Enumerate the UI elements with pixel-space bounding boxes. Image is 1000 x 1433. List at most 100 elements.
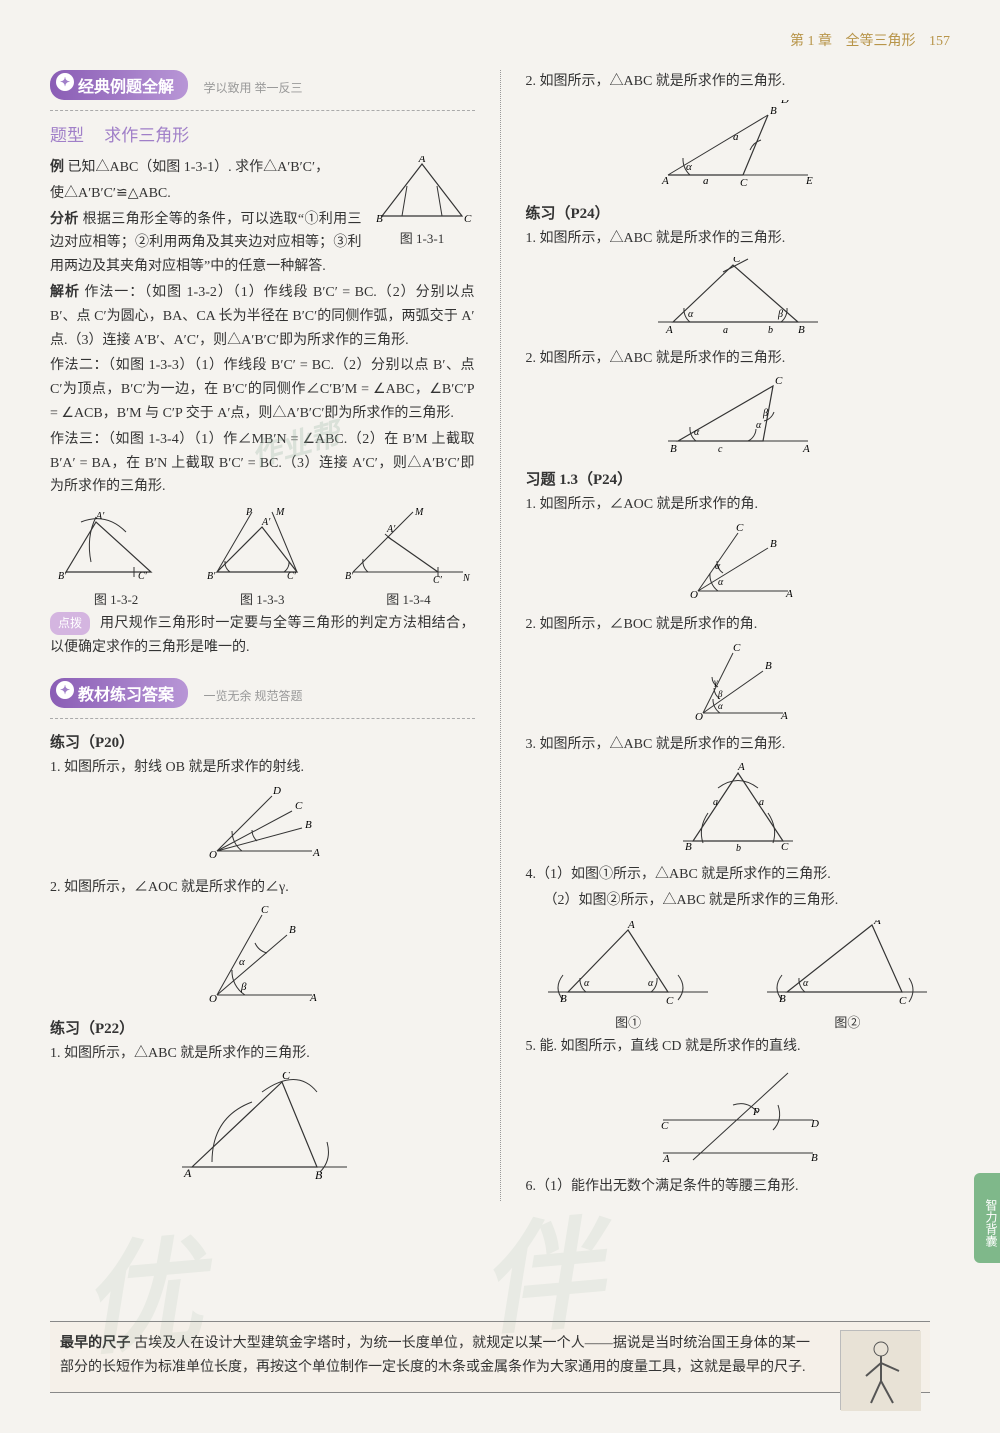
svg-text:β: β [777, 309, 783, 320]
svg-text:b: b [736, 843, 741, 853]
fig-caption: 图 1-3-1 [370, 228, 475, 247]
p24b-fig5: C D A B P [526, 1065, 951, 1165]
svg-text:B: B [315, 1168, 323, 1182]
p20-header: 练习（P20） [50, 731, 475, 752]
p20-fig1: O A C B D [50, 786, 475, 866]
p24b-q4a: 4.（1）如图①所示，△ABC 就是所求作的三角形. [526, 863, 951, 887]
page-header: 第 1 章 全等三角形 157 [50, 30, 950, 50]
svg-text:C′: C′ [287, 571, 297, 582]
badge-icon: ✦ [56, 73, 74, 91]
svg-text:B: B [779, 993, 786, 1005]
topic-text: 求作三角形 [104, 126, 189, 145]
badge-subtitle: 学以致用 举一反三 [204, 79, 303, 96]
svg-text:A: A [873, 920, 881, 927]
chapter-label: 第 1 章 [790, 34, 832, 49]
svg-text:β: β [240, 981, 247, 993]
left-column: ✦ 经典例题全解 学以致用 举一反三 题型 求作三角形 A B C 图 1-3-… [50, 70, 475, 1201]
svg-text:A′: A′ [95, 511, 105, 522]
method3-para: 作法三：（如图 1-3-4）（1）作∠MB′N = ∠ABC.（2）在 B′M … [50, 428, 475, 499]
badge-icon: ✦ [56, 681, 74, 699]
method2-para: 作法二：（如图 1-3-3）（1）作线段 B′C′ = BC.（2）分别以点 B… [50, 354, 475, 425]
svg-text:B: B [770, 538, 777, 550]
svg-text:C: C [736, 523, 744, 534]
svg-text:a: a [723, 325, 728, 336]
svg-text:a: a [713, 797, 718, 808]
fig-caption: 图② [745, 1012, 950, 1031]
solve-label: 解析 [50, 285, 80, 300]
svg-text:D: D [780, 100, 789, 106]
svg-text:C′: C′ [138, 571, 148, 582]
example-section: ✦ 经典例题全解 学以致用 举一反三 题型 求作三角形 A B C 图 1-3-… [50, 70, 475, 660]
ex-label: 例 [50, 160, 64, 175]
svg-text:b: b [768, 325, 773, 336]
svg-text:α: α [584, 978, 590, 989]
svg-text:α: α [715, 561, 721, 572]
svg-text:D: D [272, 786, 281, 797]
svg-text:B: B [289, 924, 296, 936]
footer-title: 最早的尺子 [60, 1336, 130, 1351]
footer-body: 古埃及人在设计大型建筑金字塔时，为统一长度单位，就规定以某一个人——据说是当时统… [60, 1336, 810, 1375]
p24b-fig2: O A B C α β γ [526, 643, 951, 723]
svg-text:α: α [756, 420, 762, 431]
svg-text:A: A [662, 1153, 670, 1165]
tip-label: 点拨 [50, 612, 90, 634]
svg-text:A: A [661, 175, 669, 187]
two-column-layout: ✦ 经典例题全解 学以致用 举一反三 题型 求作三角形 A B C 图 1-3-… [50, 70, 950, 1201]
p24b-fig4b: A B C α 图② [745, 920, 950, 1031]
textbook-answers-section: ✦ 教材练习答案 一览无余 规范答题 练习（P20） 1. 如图所示，射线 OB… [50, 678, 475, 1182]
svg-text:α: α [686, 161, 692, 173]
svg-text:C: C [733, 643, 741, 654]
p24a-q2: 2. 如图所示，△ABC 就是所求作的三角形. [526, 347, 951, 371]
answers-badge: ✦ 教材练习答案 [50, 678, 188, 708]
svg-text:M: M [275, 507, 285, 518]
p24b-header: 习题 1.3（P24） [526, 468, 951, 489]
footer-text: 最早的尺子 古埃及人在设计大型建筑金字塔时，为统一长度单位，就规定以某一个人——… [60, 1332, 810, 1380]
divider-line [50, 718, 475, 719]
svg-text:B: B [305, 819, 312, 831]
svg-text:C: C [740, 177, 748, 189]
svg-text:A′: A′ [261, 517, 271, 528]
svg-text:α: α [694, 427, 700, 438]
p20-fig2: O A B C α β [50, 905, 475, 1005]
svg-text:O: O [690, 589, 698, 601]
analyze-text: 根据三角形全等的条件，可以选取“①利用三边对应相等；②利用两角及其夹边对应相等；… [50, 212, 362, 275]
p24b-fig4a: A B C α α 图① [526, 920, 731, 1031]
svg-text:C: C [775, 376, 783, 387]
svg-text:γ: γ [714, 677, 718, 687]
svg-text:E: E [805, 175, 813, 187]
p24a-header: 练习（P24） [526, 202, 951, 223]
topic-type-line: 题型 求作三角形 [50, 121, 475, 146]
svg-text:A′: A′ [386, 524, 396, 535]
r-fig-top: A C E B D α a a [526, 100, 951, 190]
fig-caption: 图 1-3-2 [50, 589, 182, 608]
svg-text:C: C [733, 257, 741, 265]
fig-caption: 图 1-3-4 [342, 589, 474, 608]
r-top-2: 2. 如图所示，△ABC 就是所求作的三角形. [526, 70, 951, 94]
svg-text:A: A [309, 992, 317, 1004]
svg-text:D: D [810, 1118, 819, 1130]
svg-text:a: a [733, 131, 739, 143]
divider-line [50, 110, 475, 111]
svg-text:A: A [665, 324, 673, 336]
svg-text:B: B [770, 105, 777, 117]
svg-text:α: α [718, 701, 723, 711]
svg-text:O: O [209, 849, 217, 861]
method1-text: 作法一：（如图 1-3-2）（1）作线段 B′C′ = BC.（2）分别以点 B… [50, 285, 475, 348]
svg-text:A: A [183, 1166, 192, 1180]
svg-text:B: B [670, 443, 677, 455]
figure-1-3-2: A′ B′ C′ 图 1-3-2 [50, 507, 182, 608]
svg-text:B: B [765, 660, 772, 672]
p24b-q3: 3. 如图所示，△ABC 就是所求作的三角形. [526, 733, 951, 757]
footer-trivia-box: 最早的尺子 古埃及人在设计大型建筑金字塔时，为统一长度单位，就规定以某一个人——… [50, 1321, 930, 1393]
fig-caption: 图① [526, 1012, 731, 1031]
p24b-fig1: O A B C α α [526, 523, 951, 603]
svg-text:P: P [245, 507, 252, 518]
svg-text:c: c [718, 444, 723, 455]
svg-text:α: α [803, 978, 809, 989]
badge-subtitle: 一览无余 规范答题 [204, 687, 303, 704]
triangle-abc-icon: A B C [372, 156, 472, 226]
svg-text:A: A [737, 763, 745, 773]
solve-para: 解析 作法一：（如图 1-3-2）（1）作线段 B′C′ = BC.（2）分别以… [50, 281, 475, 352]
analyze-label: 分析 [50, 212, 79, 227]
p22-header: 练习（P22） [50, 1017, 475, 1038]
